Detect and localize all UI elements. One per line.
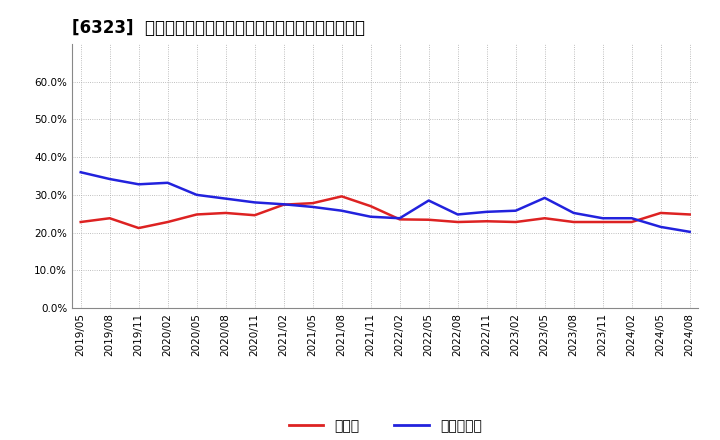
Text: [6323]  現预金、有利子負債の総資産に対する比率の推移: [6323] 現预金、有利子負債の総資産に対する比率の推移	[72, 19, 365, 37]
Legend: 現顄金, 有利子負債: 現顄金, 有利子負債	[283, 413, 487, 438]
